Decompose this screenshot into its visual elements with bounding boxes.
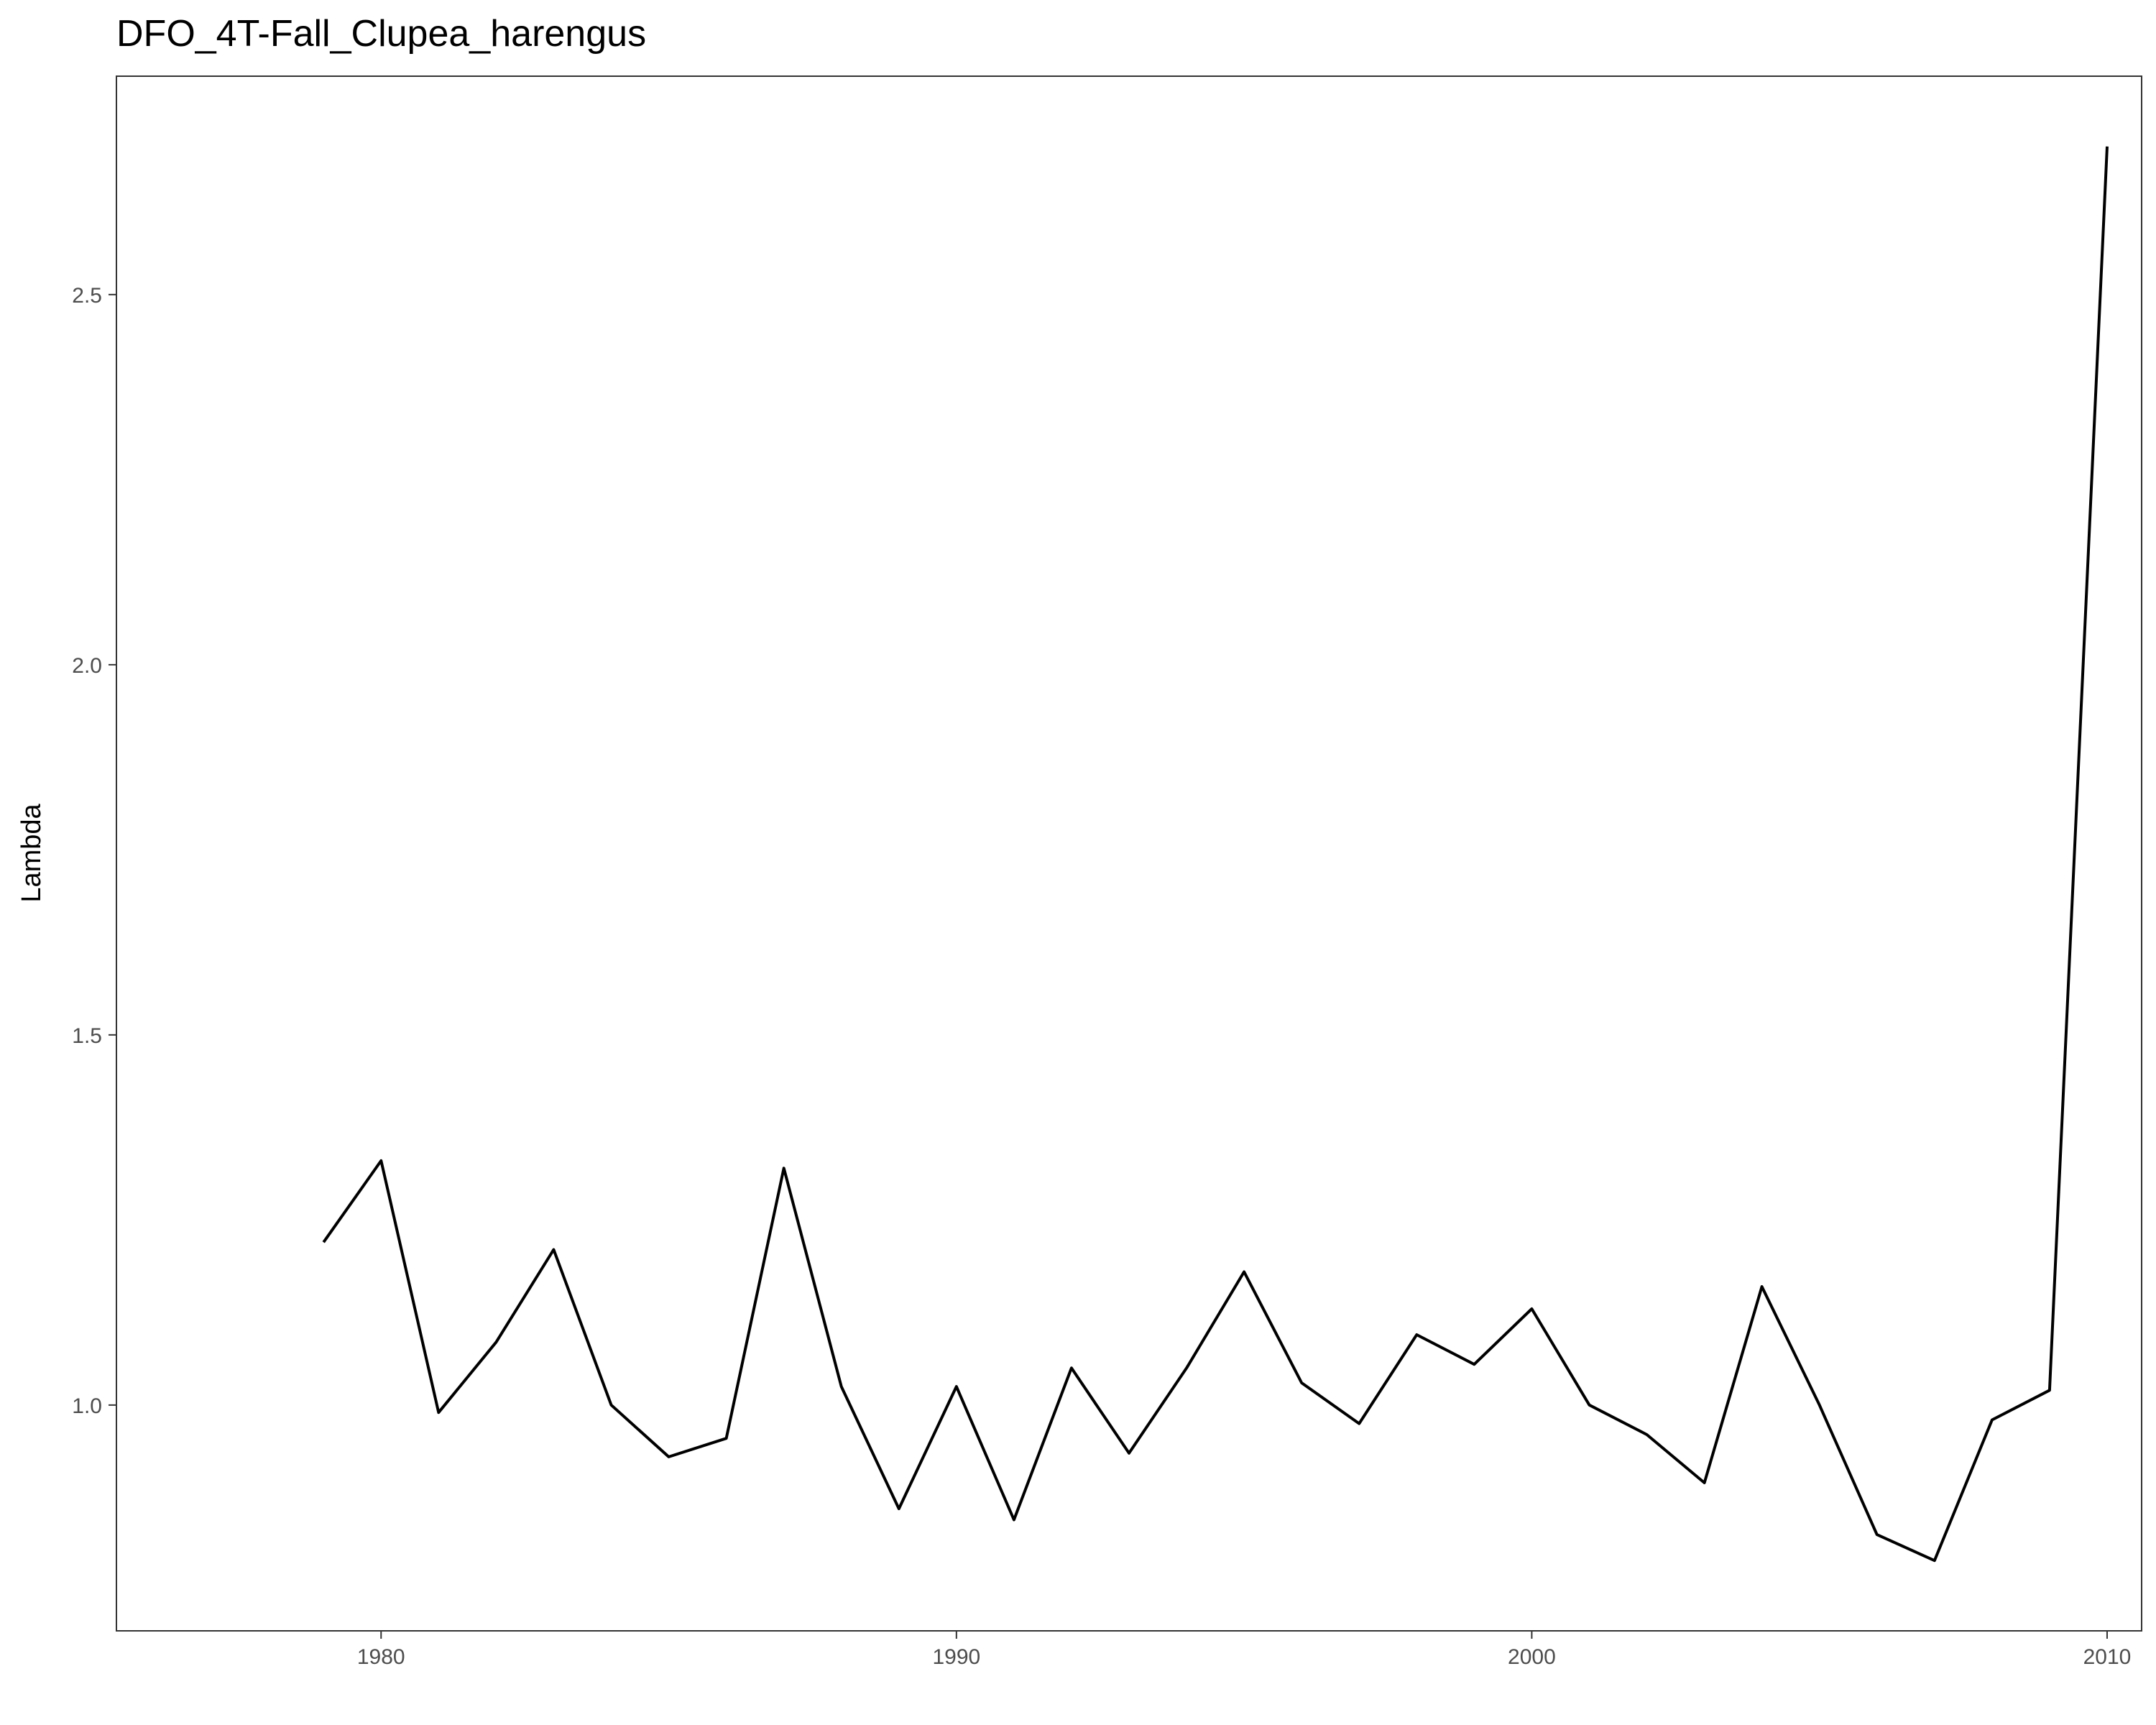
plot-panel-border bbox=[116, 75, 2142, 1632]
series-layer bbox=[322, 146, 2109, 1563]
y-tick-label: 1.5 bbox=[72, 1024, 102, 1048]
x-tick-label: 2000 bbox=[1508, 1645, 1556, 1669]
x-axis: 1980 1990 2000 2010 bbox=[357, 1631, 2131, 1669]
y-tick-label: 2.0 bbox=[72, 654, 102, 678]
chart-title: DFO_4T-Fall_Clupea_harengus bbox=[116, 13, 646, 55]
y-tick-label: 2.5 bbox=[72, 284, 102, 308]
y-axis-title: Lambda bbox=[17, 803, 47, 902]
x-tick-label: 2010 bbox=[2083, 1645, 2132, 1669]
x-tick-label: 1980 bbox=[357, 1645, 405, 1669]
y-axis: 1.0 1.5 2.0 2.5 bbox=[72, 284, 116, 1418]
y-tick-label: 1.0 bbox=[72, 1394, 102, 1418]
x-tick-label: 1990 bbox=[932, 1645, 980, 1669]
series-line bbox=[322, 146, 2109, 1563]
